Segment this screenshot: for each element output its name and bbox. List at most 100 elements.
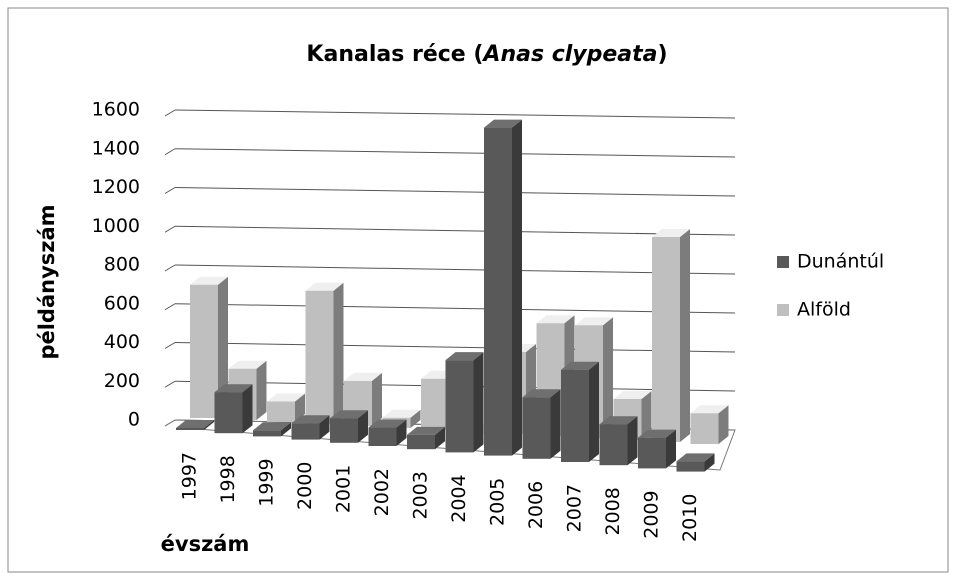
bar-side xyxy=(333,282,344,424)
x-tick-label: 2004 xyxy=(448,474,470,522)
y-axis-title: példányszám xyxy=(35,204,59,359)
grid-line xyxy=(174,264,736,275)
bar-side xyxy=(218,276,228,418)
grid-line xyxy=(174,148,736,158)
chart-border xyxy=(7,7,949,573)
bar-top xyxy=(599,416,638,425)
grid-line-side xyxy=(164,380,176,388)
y-tick-label: 800 xyxy=(104,254,140,276)
grid-line xyxy=(174,225,736,236)
x-tick-label: 2010 xyxy=(679,494,701,542)
bar-side xyxy=(319,415,330,440)
bar-side xyxy=(295,393,305,422)
bar-side xyxy=(512,119,522,456)
bar-top xyxy=(638,429,676,438)
bar xyxy=(690,413,719,444)
x-axis-title: évszám xyxy=(161,532,250,556)
y-tick-label: 600 xyxy=(104,292,140,314)
bar-top xyxy=(676,453,715,462)
x-tick-label: 2005 xyxy=(487,478,509,526)
y-tick-label: 1600 xyxy=(92,99,140,121)
bar-top xyxy=(613,391,652,399)
bar xyxy=(330,418,358,443)
grid-line-side xyxy=(164,109,176,117)
grid-line-side xyxy=(164,342,176,349)
y-tick-label: 400 xyxy=(104,331,140,353)
bar xyxy=(561,369,589,462)
bar xyxy=(368,427,397,446)
bar-top xyxy=(228,360,267,369)
y-tick-label: 0 xyxy=(128,409,140,431)
bar-side xyxy=(256,360,267,420)
bar-top xyxy=(214,384,253,393)
x-tick-label: 2006 xyxy=(525,481,547,529)
bar-side xyxy=(680,229,690,442)
bar-top xyxy=(652,229,690,237)
grid-line xyxy=(174,342,736,353)
y-tick-label: 1200 xyxy=(92,176,140,198)
grid-line-side xyxy=(164,264,176,272)
bar-side xyxy=(704,453,715,472)
bar-top xyxy=(445,352,484,361)
chart-title: Kanalas réce (Anas clypeata) xyxy=(306,42,667,67)
y-tick-label: 200 xyxy=(104,370,140,392)
x-tick-label: 2001 xyxy=(333,465,355,513)
bar xyxy=(445,360,474,453)
bar-side xyxy=(641,391,652,440)
legend-label: Alföld xyxy=(797,299,851,321)
bar-side xyxy=(589,361,599,462)
bar-top xyxy=(291,415,330,424)
bar xyxy=(190,284,218,418)
bar-top xyxy=(267,393,305,402)
bar-top xyxy=(407,426,445,435)
bar xyxy=(253,430,281,437)
bar-side xyxy=(410,409,421,428)
bar-side xyxy=(603,317,613,438)
grid-line xyxy=(174,187,736,197)
bar-top xyxy=(190,276,228,285)
bar xyxy=(305,290,334,424)
bar xyxy=(599,424,628,466)
bar xyxy=(176,427,204,430)
x-tick-label: 2007 xyxy=(564,484,586,532)
x-tick-label: 1998 xyxy=(217,455,239,503)
grid-line xyxy=(174,303,736,314)
bar-top xyxy=(382,409,421,418)
bar xyxy=(267,401,295,422)
grid-line-side xyxy=(164,303,176,311)
bar-top xyxy=(368,419,407,428)
bar-top xyxy=(690,405,729,414)
x-tick-label: 2003 xyxy=(410,471,432,519)
x-tick-label: 1997 xyxy=(179,452,201,500)
bar xyxy=(652,237,680,442)
grid-line xyxy=(174,109,736,119)
title-part: ) xyxy=(658,42,668,67)
bar-top xyxy=(536,315,575,324)
bar-side xyxy=(435,426,445,450)
bar-side xyxy=(627,416,638,466)
bar-top xyxy=(484,119,522,128)
bar-side xyxy=(718,405,729,444)
bar-top xyxy=(305,282,344,291)
bar xyxy=(421,378,449,430)
x-tick-label: 2009 xyxy=(641,490,663,538)
title-part: Anas clypeata xyxy=(481,42,657,67)
x-tick-label: 2002 xyxy=(371,468,393,516)
bar xyxy=(638,437,666,469)
y-tick-label: 1000 xyxy=(92,215,140,237)
bar-side xyxy=(372,372,382,426)
bar-top xyxy=(575,317,613,326)
bar xyxy=(676,461,705,472)
bar-top xyxy=(522,389,561,398)
bar xyxy=(484,127,512,456)
bar xyxy=(291,423,320,440)
bar-top xyxy=(253,422,291,431)
y-tick-label: 1400 xyxy=(92,137,140,159)
legend-swatch xyxy=(777,304,789,316)
bar xyxy=(214,392,243,434)
title-part: Kanalas réce ( xyxy=(306,42,483,67)
bar-side xyxy=(473,352,484,453)
bar-top xyxy=(176,419,214,428)
bar-top xyxy=(344,372,382,381)
